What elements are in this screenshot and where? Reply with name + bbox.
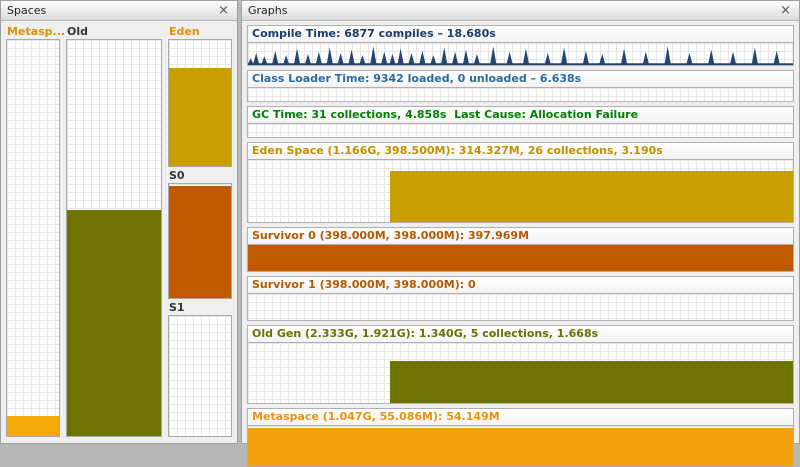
survivor0-graph	[248, 244, 793, 271]
metaspace-column: Metasp...	[6, 25, 66, 437]
eden-space-usage-bar	[389, 171, 793, 222]
graph-row-class-loader-time: Class Loader Time: 9342 loaded, 0 unload…	[247, 70, 794, 102]
old-gen-usage-bar	[389, 361, 793, 403]
survivor0-usage-bar	[248, 245, 793, 271]
class-loader-time-title: Class Loader Time: 9342 loaded, 0 unload…	[248, 71, 793, 87]
eden-label: Eden	[169, 25, 200, 38]
graph-row-gc-time: GC Time: 31 collections, 4.858s Last Cau…	[247, 106, 794, 138]
metaspace-space	[6, 39, 60, 437]
survivor1-graph	[248, 293, 793, 320]
old-column: Old	[66, 25, 162, 437]
s1-space	[168, 315, 232, 437]
class-loader-time-graph	[248, 87, 793, 101]
s0-label: S0	[169, 169, 185, 182]
graph-row-eden-space: Eden Space (1.166G, 398.500M): 314.327M,…	[247, 142, 794, 223]
metaspace-label: Metasp...	[7, 25, 66, 38]
old-space	[66, 39, 162, 437]
metaspace-title: Metaspace (1.047G, 55.086M): 54.149M	[248, 409, 793, 425]
compile-time-graph	[248, 42, 793, 65]
spaces-body: Metasp... Old Eden S0	[1, 21, 237, 443]
eden-space	[168, 39, 232, 167]
graphs-panel: Graphs × Compile Time: 6877 compiles – 1…	[241, 0, 800, 467]
eden-fill-bar	[169, 67, 231, 166]
spaces-panel-title: Spaces	[7, 4, 47, 17]
graphs-close-icon[interactable]: ×	[780, 3, 791, 18]
survivor0-title: Survivor 0 (398.000M, 398.000M): 397.969…	[248, 228, 793, 244]
graphs-body: Compile Time: 6877 compiles – 18.680s Cl…	[242, 21, 799, 467]
eden-column: Eden S0 S1	[168, 25, 232, 437]
old-label: Old	[67, 25, 88, 38]
eden-space-title: Eden Space (1.166G, 398.500M): 314.327M,…	[248, 143, 793, 159]
graph-row-old-gen: Old Gen (2.333G, 1.921G): 1.340G, 5 coll…	[247, 325, 794, 404]
graph-row-survivor1: Survivor 1 (398.000M, 398.000M): 0	[247, 276, 794, 321]
graph-row-survivor0: Survivor 0 (398.000M, 398.000M): 397.969…	[247, 227, 794, 272]
compile-time-spikes-chart	[248, 46, 793, 65]
eden-space-graph	[248, 159, 793, 222]
s1-label: S1	[169, 301, 185, 314]
old-gen-title: Old Gen (2.333G, 1.921G): 1.340G, 5 coll…	[248, 326, 793, 342]
graphs-panel-header: Graphs ×	[242, 1, 799, 21]
graph-row-metaspace: Metaspace (1.047G, 55.086M): 54.149M	[247, 408, 794, 467]
s0-fill-bar	[169, 186, 231, 298]
spaces-panel: Spaces × Metasp... Old Eden	[0, 0, 238, 444]
s0-space	[168, 183, 232, 299]
graphs-panel-title: Graphs	[248, 4, 288, 17]
metaspace-fill-bar	[7, 416, 59, 436]
graph-row-compile-time: Compile Time: 6877 compiles – 18.680s	[247, 25, 794, 66]
old-fill-bar	[67, 210, 161, 436]
gc-time-graph	[248, 123, 793, 137]
metaspace-graph	[248, 425, 793, 466]
spaces-close-icon[interactable]: ×	[218, 3, 229, 18]
gc-time-title: GC Time: 31 collections, 4.858s Last Cau…	[248, 107, 793, 123]
old-gen-graph	[248, 342, 793, 403]
survivor1-title: Survivor 1 (398.000M, 398.000M): 0	[248, 277, 793, 293]
spaces-panel-header: Spaces ×	[1, 1, 237, 21]
metaspace-usage-bar	[248, 427, 793, 466]
compile-time-title: Compile Time: 6877 compiles – 18.680s	[248, 26, 793, 42]
